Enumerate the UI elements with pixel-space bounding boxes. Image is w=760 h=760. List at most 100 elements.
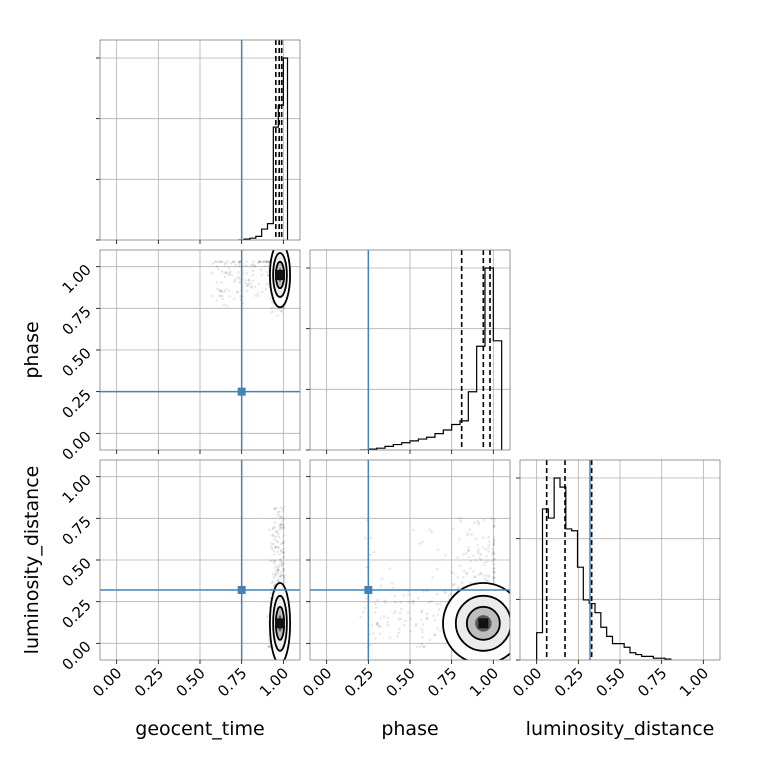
scatter-point bbox=[273, 507, 276, 511]
scatter-point bbox=[468, 581, 472, 584]
scatter-point bbox=[250, 285, 254, 288]
scatter-point bbox=[275, 565, 279, 568]
scatter-point bbox=[388, 567, 392, 570]
x-tick-label: 1.00 bbox=[466, 664, 502, 700]
scatter-point bbox=[251, 273, 255, 277]
scatter-point bbox=[274, 535, 277, 539]
scatter-point bbox=[478, 556, 481, 560]
scatter-point bbox=[219, 289, 223, 292]
scatter-point bbox=[492, 525, 496, 529]
scatter-point bbox=[279, 557, 282, 561]
scatter-point bbox=[477, 523, 480, 526]
x-tick-label: 0.50 bbox=[172, 664, 208, 700]
scatter-point bbox=[278, 563, 281, 567]
scatter-point bbox=[439, 629, 442, 633]
scatter-point bbox=[279, 548, 283, 552]
scatter-point bbox=[492, 576, 496, 580]
scatter-point bbox=[260, 290, 264, 294]
scatter-point bbox=[278, 528, 282, 531]
scatter-point bbox=[492, 575, 496, 579]
scatter-point bbox=[280, 309, 284, 313]
scatter-point bbox=[368, 643, 372, 647]
scatter-point bbox=[411, 602, 415, 606]
scatter-point bbox=[484, 577, 487, 580]
scatter-point bbox=[269, 592, 273, 595]
scatter-point bbox=[265, 270, 269, 274]
scatter-point bbox=[228, 272, 231, 275]
scatter-point bbox=[220, 269, 224, 273]
scatter-point bbox=[245, 289, 249, 293]
scatter-point bbox=[238, 260, 241, 263]
density-peak bbox=[478, 618, 489, 629]
scatter-point bbox=[420, 609, 424, 613]
scatter-point bbox=[374, 637, 377, 640]
scatter-point bbox=[219, 289, 222, 293]
scatter-point bbox=[273, 521, 277, 524]
scatter-point bbox=[279, 574, 283, 578]
scatter-point bbox=[221, 294, 224, 298]
scatter-point bbox=[420, 618, 423, 621]
scatter-point bbox=[270, 306, 273, 310]
scatter-point bbox=[270, 581, 273, 585]
scatter-point bbox=[244, 281, 248, 285]
scatter-point bbox=[257, 294, 260, 298]
scatter-point bbox=[409, 617, 412, 620]
scatter-point bbox=[267, 645, 270, 648]
scatter-point bbox=[363, 606, 367, 610]
scatter-point bbox=[271, 534, 275, 537]
joint-panel-luminosity-distance-vs-geocent-time bbox=[100, 460, 300, 660]
scatter-point bbox=[273, 546, 277, 549]
scatter-point bbox=[282, 556, 286, 560]
scatter-point bbox=[435, 593, 439, 596]
scatter-point bbox=[231, 260, 235, 263]
y-tick-label: 1.00 bbox=[58, 471, 94, 507]
scatter-point bbox=[386, 620, 390, 624]
scatter-point bbox=[473, 575, 476, 579]
scatter-point bbox=[273, 574, 277, 578]
scatter-point bbox=[282, 306, 286, 310]
scatter-point bbox=[233, 260, 237, 264]
scatter-point bbox=[276, 545, 280, 549]
scatter-point bbox=[473, 575, 477, 579]
scatter-point bbox=[237, 260, 241, 264]
scatter-point bbox=[420, 627, 424, 631]
scatter-point bbox=[407, 600, 410, 604]
scatter-point bbox=[278, 525, 282, 529]
scatter-point bbox=[251, 260, 255, 263]
scatter-point bbox=[269, 545, 273, 549]
scatter-point bbox=[268, 297, 272, 301]
scatter-point bbox=[363, 537, 367, 540]
scatter-point bbox=[377, 624, 381, 628]
scatter-point bbox=[479, 571, 483, 575]
x-tick-label: 0.25 bbox=[551, 664, 587, 700]
scatter-point bbox=[406, 593, 410, 596]
scatter-point bbox=[280, 560, 283, 563]
scatter-point bbox=[280, 549, 283, 553]
scatter-point bbox=[265, 260, 269, 263]
scatter-point bbox=[275, 530, 278, 533]
scatter-point bbox=[276, 510, 280, 514]
scatter-point bbox=[280, 522, 283, 526]
x-tick-label: 0.50 bbox=[382, 664, 418, 700]
scatter-point bbox=[281, 519, 285, 522]
scatter-point bbox=[279, 525, 283, 529]
scatter-point bbox=[422, 645, 426, 648]
scatter-point bbox=[469, 567, 472, 570]
scatter-point bbox=[487, 535, 490, 539]
scatter-point bbox=[474, 558, 477, 562]
scatter-point bbox=[211, 294, 215, 298]
y-tick-label: 0.00 bbox=[58, 637, 94, 673]
scatter-point bbox=[276, 579, 280, 582]
scatter-point bbox=[217, 289, 221, 292]
scatter-point bbox=[258, 260, 262, 263]
histogram-panel-geocent-time bbox=[100, 40, 300, 240]
scatter-point bbox=[435, 567, 439, 571]
scatter-point bbox=[237, 262, 241, 265]
scatter-point bbox=[420, 642, 424, 646]
scatter-point bbox=[430, 530, 433, 534]
scatter-point bbox=[492, 524, 496, 528]
scatter-point bbox=[271, 527, 275, 531]
scatter-point bbox=[462, 569, 466, 573]
scatter-point bbox=[279, 574, 282, 578]
scatter-point bbox=[365, 596, 368, 600]
